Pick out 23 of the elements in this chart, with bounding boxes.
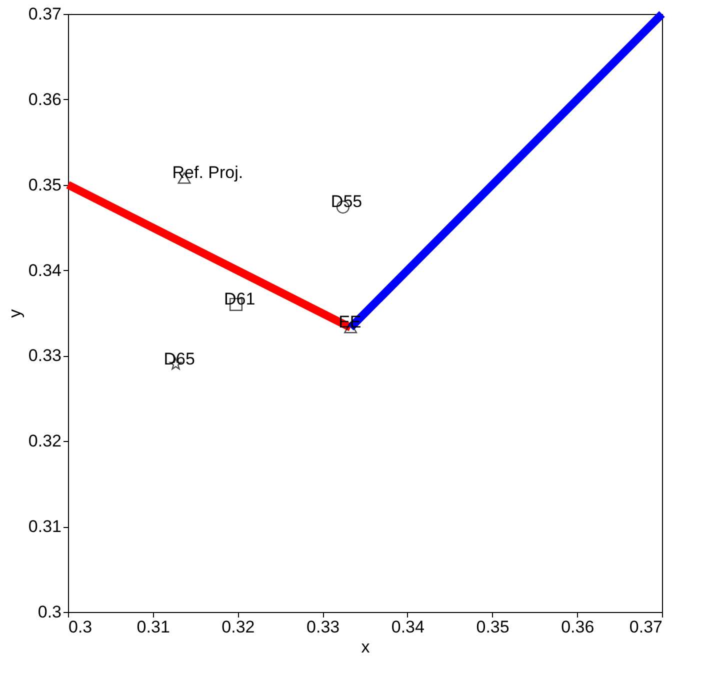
x-tick-label: 0.33 bbox=[306, 618, 340, 636]
y-tick-label: 0.37 bbox=[28, 4, 62, 24]
x-axis-title: x bbox=[361, 638, 370, 656]
x-tick-label: 0.31 bbox=[136, 618, 170, 636]
series-label: D61 bbox=[224, 289, 256, 308]
y-tick-label: 0.31 bbox=[28, 517, 62, 536]
y-tick-label: 0.3 bbox=[38, 602, 62, 622]
x-tick-label: 0.3 bbox=[68, 618, 92, 636]
series-label: D55 bbox=[330, 192, 362, 212]
x-tick-label: 0.36 bbox=[561, 618, 594, 636]
y-tick-label: 0.34 bbox=[28, 260, 62, 280]
series-label: Ref. Proj. bbox=[172, 163, 244, 182]
x-tick-label: 0.35 bbox=[476, 618, 510, 636]
y-axis-title: y bbox=[5, 308, 24, 318]
y-tick-label: 0.35 bbox=[28, 175, 62, 194]
y-tick-label: 0.32 bbox=[28, 432, 62, 451]
x-tick-label: 0.34 bbox=[391, 618, 424, 636]
y-tick-label: 0.36 bbox=[28, 90, 62, 109]
x-tick-label: 0.32 bbox=[222, 618, 255, 636]
series-label: D65 bbox=[164, 349, 195, 368]
x-tick-label: 0.37 bbox=[629, 618, 662, 636]
series-label: EE bbox=[338, 312, 362, 332]
y-tick-label: 0.33 bbox=[28, 346, 62, 366]
